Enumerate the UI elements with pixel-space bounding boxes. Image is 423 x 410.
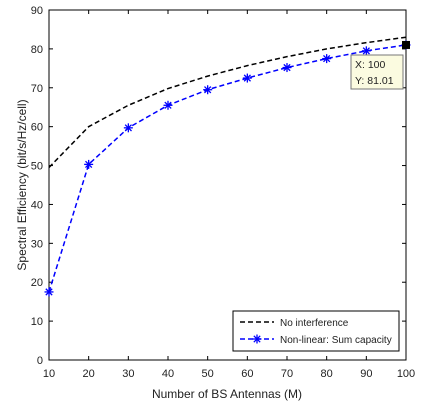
plot-area [44, 9, 411, 361]
legend-box [232, 310, 400, 352]
y-tick-labels: 0 10 20 30 40 50 60 70 80 90 [31, 5, 43, 367]
asterisk-stroke [204, 86, 212, 94]
y-tick-label: 40 [31, 199, 43, 211]
data-point-marker [242, 73, 252, 83]
asterisk-stroke [85, 160, 93, 169]
y-axis-label: Spectral Efficiency (bit/s/Hz/cell) [15, 99, 29, 270]
x-tick-label: 70 [281, 368, 293, 380]
legend-asterisk [252, 334, 262, 344]
data-point-marker [361, 46, 371, 56]
y-tick-label: 30 [31, 238, 43, 250]
data-point-marker [203, 85, 213, 95]
y-tick-label: 70 [31, 83, 43, 95]
data-point-marker [282, 63, 292, 73]
legend-label-no-interference: No interference [280, 318, 349, 329]
legend: No interference Non-linear: Sum capacity [232, 310, 400, 352]
asterisk-stroke [362, 47, 370, 55]
x-tick-label: 100 [397, 368, 415, 380]
data-point-marker [44, 287, 54, 297]
asterisk-stroke [45, 288, 53, 296]
y-tick-label: 20 [31, 277, 43, 289]
datatip-box [350, 54, 404, 90]
legend-marker-asterisk [252, 334, 262, 344]
y-tick-label: 90 [31, 5, 43, 17]
data-point-marker [163, 100, 173, 110]
series-line-1 [48, 44, 407, 293]
y-tick-label: 60 [31, 122, 43, 134]
asterisk-stroke [243, 74, 251, 82]
data-point-marker [322, 54, 332, 64]
x-tick-label: 10 [43, 368, 55, 380]
series-line-0 [48, 36, 407, 169]
data-point-marker [123, 123, 133, 133]
y-tick-label: 0 [37, 355, 43, 367]
asterisk-stroke [124, 124, 132, 132]
x-axis-label: Number of BS Antennas (M) [152, 387, 302, 401]
data-point-marker [84, 159, 94, 169]
x-tick-labels: 10 20 30 40 50 60 70 80 90 100 [43, 368, 415, 380]
x-tick-label: 30 [122, 368, 134, 380]
datatip: X: 100 Y: 81.01 [350, 40, 410, 90]
y-tick-label: 10 [31, 316, 43, 328]
asterisk-stroke [323, 54, 331, 63]
datatip-y-label: Y: 81.01 [355, 75, 394, 87]
asterisk-stroke [283, 63, 291, 72]
axes-box [48, 9, 407, 361]
datatip-marker [402, 40, 410, 49]
asterisk-stroke [253, 335, 261, 343]
x-tick-label: 90 [360, 368, 372, 380]
y-tick-label: 50 [31, 161, 43, 173]
x-tick-label: 20 [83, 368, 95, 380]
y-tick-label: 80 [31, 44, 43, 56]
x-tick-label: 60 [241, 368, 253, 380]
datatip-x-label: X: 100 [355, 59, 386, 71]
asterisk-stroke [164, 101, 172, 109]
x-tick-label: 40 [162, 368, 174, 380]
x-tick-label: 80 [321, 368, 333, 380]
legend-label-sum-capacity: Non-linear: Sum capacity [280, 335, 392, 346]
x-tick-label: 50 [202, 368, 214, 380]
